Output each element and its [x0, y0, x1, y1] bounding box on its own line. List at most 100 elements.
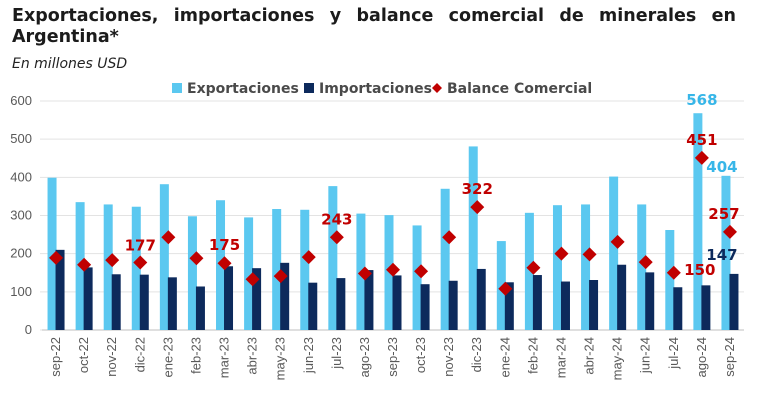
marker-balance-comercial-nov-23: [442, 230, 457, 245]
x-tick-label: may-23: [273, 337, 288, 380]
marker-balance-comercial-abr-24: [582, 247, 597, 262]
y-tick-label: 300: [10, 208, 32, 223]
marker-balance-comercial-mar-24: [554, 246, 569, 261]
bar-exportaciones-sep-24: [721, 175, 731, 330]
bar-exportaciones-nov-23: [440, 188, 450, 330]
x-tick-label: feb-23: [188, 337, 203, 374]
x-tick-label: mar-24: [553, 337, 568, 378]
marker-balance-comercial-feb-24: [526, 260, 541, 275]
bar-exportaciones-dic-23: [468, 146, 478, 330]
bar-importaciones-abr-24: [589, 280, 599, 330]
marker-balance-comercial-abr-23: [245, 272, 260, 287]
data-label-balance-comercial-mar-23: 175: [209, 236, 240, 254]
bar-exportaciones-abr-23: [244, 217, 254, 330]
bar-importaciones-ene-24: [504, 282, 514, 330]
bar-exportaciones-jul-24: [665, 230, 675, 330]
x-tick-label: sep-22: [48, 337, 63, 377]
bar-importaciones-may-24: [617, 264, 627, 330]
legend-label-balance-comercial: Balance Comercial: [447, 81, 592, 97]
chart-subtitle: En millones USD: [12, 56, 128, 72]
x-tick-label: ago-24: [694, 337, 709, 377]
bar-importaciones-may-23: [280, 262, 290, 330]
bar-importaciones-sep-24: [729, 273, 739, 330]
marker-balance-comercial-jun-23: [301, 250, 316, 265]
x-tick-label: feb-24: [525, 337, 540, 374]
marker-balance-comercial-dic-23: [470, 200, 485, 215]
x-tick-label: ene-24: [497, 337, 512, 377]
marker-balance-comercial-sep-23: [386, 262, 400, 277]
marker-balance-comercial-jul-24: [666, 265, 681, 280]
marker-balance-comercial-mar-23: [217, 256, 232, 271]
x-tick-label: oct-23: [413, 337, 428, 373]
bar-importaciones-oct-23: [420, 284, 430, 330]
x-tick-label: may-24: [610, 337, 625, 380]
data-label-balance-comercial-sep-24: 257: [708, 205, 739, 223]
x-tick-label: dic-22: [132, 337, 147, 372]
marker-balance-comercial-oct-22: [77, 257, 92, 272]
data-label-importaciones-sep-24: 147: [706, 246, 737, 264]
x-tick-label: jun-24: [638, 337, 653, 374]
bar-exportaciones-ene-23: [159, 184, 169, 330]
x-tick-label: ago-23: [357, 337, 372, 377]
bar-exportaciones-jun-23: [300, 209, 310, 330]
bar-exportaciones-sep-22: [47, 177, 57, 330]
bar-exportaciones-jun-24: [637, 204, 647, 330]
marker-balance-comercial-ago-24: [694, 150, 709, 165]
x-tick-label: abr-24: [582, 337, 597, 375]
bar-importaciones-nov-23: [448, 280, 458, 330]
bar-exportaciones-mar-24: [552, 205, 562, 330]
x-tick-label: ene-23: [160, 337, 175, 377]
marker-balance-comercial-jun-24: [638, 255, 653, 270]
marker-balance-comercial-dic-22: [133, 255, 148, 270]
bar-importaciones-mar-24: [560, 281, 570, 330]
data-label-balance-comercial-dic-23: 322: [462, 180, 493, 198]
marker-balance-comercial-may-23: [273, 269, 288, 284]
bar-importaciones-dic-23: [476, 268, 486, 330]
bar-exportaciones-abr-24: [581, 204, 591, 330]
x-tick-label: jun-23: [301, 337, 316, 374]
chart-title: Exportaciones, importaciones y balance c…: [12, 6, 736, 47]
x-tick-label: sep-23: [385, 337, 400, 377]
bar-exportaciones-may-23: [272, 209, 282, 330]
bar-exportaciones-ene-24: [496, 241, 506, 330]
marker-balance-comercial-ene-24: [498, 281, 513, 296]
bar-importaciones-jun-23: [308, 282, 318, 330]
x-tick-label: sep-24: [722, 337, 737, 377]
bar-importaciones-dic-22: [139, 274, 149, 330]
legend-swatch-balance-comercial: [432, 83, 442, 93]
bar-importaciones-ene-23: [167, 277, 177, 330]
marker-balance-comercial-nov-22: [105, 253, 120, 268]
marker-balance-comercial-oct-23: [414, 264, 429, 279]
marker-balance-comercial-feb-23: [189, 251, 204, 266]
x-tick-label: dic-23: [469, 337, 484, 372]
bar-importaciones-oct-22: [83, 267, 93, 330]
bar-importaciones-jul-24: [673, 287, 683, 330]
data-label-balance-comercial-jul-24: 150: [684, 261, 715, 279]
marker-balance-comercial-jul-23: [329, 230, 344, 245]
marker-balance-comercial-may-24: [610, 234, 625, 249]
x-tick-label: jul-23: [329, 337, 344, 370]
bar-exportaciones-feb-23: [187, 216, 197, 330]
bar-exportaciones-may-24: [609, 176, 619, 330]
x-tick-label: mar-23: [217, 337, 232, 378]
bar-importaciones-ago-24: [701, 285, 711, 330]
x-tick-label: nov-23: [441, 337, 456, 377]
y-tick-label: 100: [10, 284, 32, 299]
bar-exportaciones-ago-24: [693, 113, 703, 330]
bar-importaciones-abr-23: [252, 268, 262, 330]
data-label-balance-comercial-jul-23: 243: [321, 210, 352, 228]
legend-swatch-importaciones: [304, 83, 314, 93]
bar-importaciones-feb-24: [532, 275, 542, 330]
legend-label-importaciones: Importaciones: [319, 81, 432, 97]
y-tick-label: 500: [10, 131, 32, 146]
bar-importaciones-mar-23: [224, 266, 234, 330]
y-tick-label: 0: [25, 322, 32, 337]
bar-importaciones-jun-24: [645, 272, 655, 330]
bar-exportaciones-oct-23: [412, 225, 422, 330]
bar-importaciones-nov-22: [111, 274, 121, 330]
marker-balance-comercial-sep-22: [49, 250, 64, 265]
bar-importaciones-sep-22: [55, 249, 65, 330]
y-tick-label: 600: [10, 93, 32, 108]
y-tick-label: 400: [10, 169, 32, 184]
